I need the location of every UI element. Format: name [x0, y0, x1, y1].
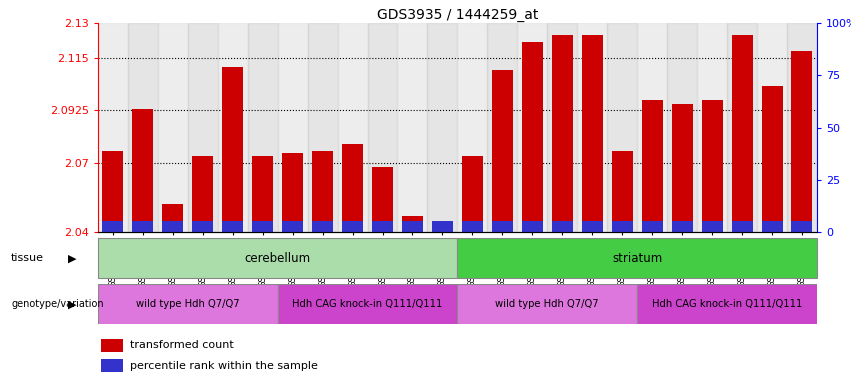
Bar [612, 221, 632, 232]
Bar [492, 221, 513, 232]
Bar [98, 238, 458, 278]
Bar [277, 284, 457, 324]
Bar [342, 144, 363, 232]
Bar [132, 221, 153, 232]
Bar [163, 204, 183, 232]
Bar [338, 23, 368, 232]
Bar [372, 167, 393, 232]
Bar [577, 23, 608, 232]
Bar [157, 23, 188, 232]
Bar [671, 104, 693, 232]
Bar [462, 156, 483, 232]
Bar [222, 221, 243, 232]
Bar [283, 153, 303, 232]
Bar [458, 284, 637, 324]
Bar [312, 221, 333, 232]
Bar [791, 51, 813, 232]
Bar [402, 221, 423, 232]
Bar [787, 23, 817, 232]
Text: striatum: striatum [612, 252, 662, 265]
Bar [637, 23, 667, 232]
Bar [642, 100, 663, 232]
Bar [457, 23, 488, 232]
Bar [762, 221, 783, 232]
Bar [732, 221, 752, 232]
Bar [307, 23, 338, 232]
Bar [102, 151, 123, 232]
Bar [522, 41, 543, 232]
Bar [522, 221, 543, 232]
Bar [667, 23, 697, 232]
Bar [732, 35, 752, 232]
Bar [218, 23, 248, 232]
Bar [432, 221, 453, 232]
Bar [727, 23, 757, 232]
Bar [252, 221, 273, 232]
Text: ▶: ▶ [68, 253, 77, 263]
Text: percentile rank within the sample: percentile rank within the sample [130, 361, 318, 371]
Bar [312, 151, 333, 232]
Text: wild type Hdh Q7/Q7: wild type Hdh Q7/Q7 [495, 299, 599, 310]
Bar [222, 67, 243, 232]
Bar [701, 100, 722, 232]
Bar [582, 221, 603, 232]
Bar [402, 216, 423, 232]
Text: Hdh CAG knock-in Q111/Q111: Hdh CAG knock-in Q111/Q111 [293, 299, 443, 310]
Text: ▶: ▶ [68, 299, 77, 310]
Bar [248, 23, 277, 232]
Bar [697, 23, 727, 232]
Bar [642, 221, 663, 232]
Bar [492, 70, 513, 232]
Bar [102, 221, 123, 232]
Title: GDS3935 / 1444259_at: GDS3935 / 1444259_at [377, 8, 538, 22]
Bar [98, 23, 128, 232]
Bar [547, 23, 577, 232]
Bar [368, 23, 397, 232]
Bar [757, 23, 787, 232]
Bar [372, 221, 393, 232]
Bar [427, 23, 458, 232]
Bar [283, 221, 303, 232]
Bar [192, 156, 214, 232]
Bar [188, 23, 218, 232]
Bar [462, 221, 483, 232]
Bar [132, 109, 153, 232]
Bar [397, 23, 427, 232]
Bar [671, 221, 693, 232]
Bar [582, 35, 603, 232]
Text: transformed count: transformed count [130, 341, 234, 351]
Bar [791, 221, 813, 232]
Bar [163, 221, 183, 232]
Bar [192, 221, 214, 232]
Bar [517, 23, 547, 232]
Text: genotype/variation: genotype/variation [11, 299, 104, 310]
Text: Hdh CAG knock-in Q111/Q111: Hdh CAG knock-in Q111/Q111 [652, 299, 802, 310]
Bar [101, 339, 123, 352]
Bar [98, 284, 277, 324]
Bar [277, 23, 307, 232]
Bar [342, 221, 363, 232]
Bar [432, 223, 453, 232]
Bar [551, 221, 573, 232]
Bar [762, 86, 783, 232]
Bar [608, 23, 637, 232]
Bar [101, 359, 123, 372]
Bar [488, 23, 517, 232]
Bar [612, 151, 632, 232]
Bar [458, 238, 817, 278]
Text: cerebellum: cerebellum [244, 252, 311, 265]
Bar [252, 156, 273, 232]
Bar [701, 221, 722, 232]
Bar [551, 35, 573, 232]
Text: wild type Hdh Q7/Q7: wild type Hdh Q7/Q7 [136, 299, 240, 310]
Bar [637, 284, 817, 324]
Bar [128, 23, 157, 232]
Text: tissue: tissue [11, 253, 44, 263]
